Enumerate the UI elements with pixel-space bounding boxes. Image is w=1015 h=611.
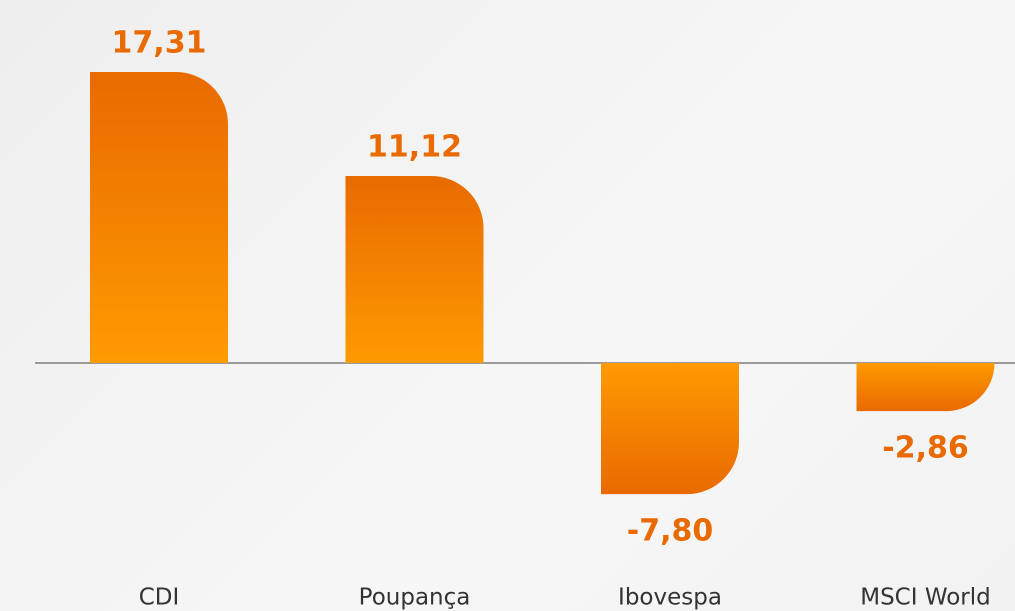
bar — [601, 363, 739, 495]
value-label: -2,86 — [882, 431, 968, 466]
bar — [90, 72, 228, 363]
bar — [856, 363, 995, 412]
x-tick-label: Ibovespa — [618, 585, 722, 611]
value-label: 17,31 — [112, 26, 207, 61]
x-tick-label: MSCI World — [860, 585, 991, 611]
bar — [345, 176, 484, 363]
value-label: 11,12 — [367, 130, 462, 165]
value-label: -7,80 — [627, 514, 713, 549]
x-tick-label: CDI — [139, 585, 180, 611]
x-tick-label: Poupança — [359, 585, 471, 611]
